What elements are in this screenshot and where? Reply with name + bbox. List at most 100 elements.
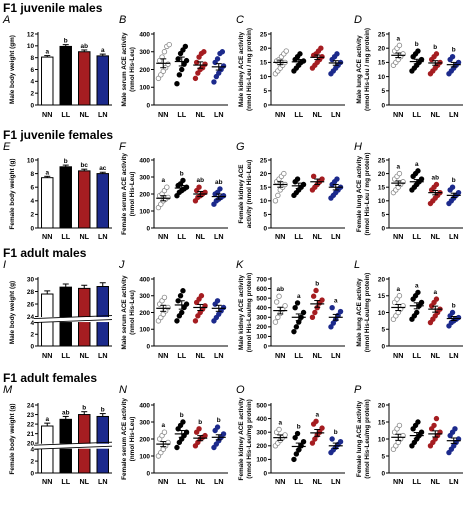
y-axis-label-units: (nmol His-Leu / mg protein) bbox=[364, 152, 371, 235]
y-axis-label-units: (nmol His-Leu / mg protein) bbox=[246, 28, 253, 111]
x-category-label: NN bbox=[42, 110, 52, 119]
y-tick-label: 4 bbox=[30, 79, 34, 86]
data-point bbox=[155, 75, 162, 82]
y-axis-label: Male body weight (g) bbox=[9, 281, 16, 344]
data-point bbox=[214, 424, 221, 430]
y-axis-label: Male lung ACE activity bbox=[356, 35, 363, 104]
significance-label: b bbox=[180, 412, 184, 419]
data-point bbox=[449, 54, 456, 60]
data-point bbox=[272, 319, 279, 325]
significance-label: a bbox=[334, 298, 338, 305]
y-tick-label: 5 bbox=[263, 88, 267, 95]
bar bbox=[96, 173, 109, 229]
x-category-label: LL bbox=[61, 110, 70, 119]
y-tick-label: 100 bbox=[139, 453, 150, 460]
y-tick-label: 400 bbox=[139, 402, 150, 409]
x-category-label: LN bbox=[449, 351, 459, 360]
data-point bbox=[174, 80, 180, 87]
significance-label: a bbox=[315, 411, 319, 418]
y-axis-label: Male body weight (gm) bbox=[9, 35, 16, 104]
y-tick-label: 15 bbox=[378, 60, 386, 67]
data-point bbox=[180, 47, 186, 53]
data-point bbox=[220, 431, 227, 437]
data-point bbox=[396, 422, 403, 429]
section-title-adult-males: F1 adult males bbox=[3, 246, 87, 260]
x-category-label: NL bbox=[312, 351, 322, 360]
y-tick-label: 100 bbox=[139, 208, 150, 215]
significance-label: b bbox=[334, 429, 338, 436]
y-tick-label: 200 bbox=[256, 324, 267, 331]
y-tick-label: 0 bbox=[30, 225, 34, 232]
significance-label: b bbox=[180, 170, 184, 177]
y-tick-label: 500 bbox=[256, 295, 267, 302]
y-tick-label: 15 bbox=[378, 293, 386, 300]
y-tick-label: 0 bbox=[381, 225, 385, 232]
y-tick-label: 0 bbox=[146, 343, 150, 350]
panel-letter: O bbox=[236, 384, 245, 396]
y-tick-label: 25 bbox=[378, 31, 386, 38]
significance-label: a bbox=[278, 419, 282, 426]
y-tick-label: 300 bbox=[256, 315, 267, 322]
data-point bbox=[313, 418, 319, 425]
significance-label: a bbox=[101, 47, 105, 54]
panel-letter: L bbox=[354, 259, 360, 271]
y-axis-label-units: (nmol His-Leu / mg protein) bbox=[364, 28, 371, 111]
y-tick-label: 5 bbox=[381, 212, 385, 219]
x-category-label: LN bbox=[214, 110, 224, 119]
data-point bbox=[216, 70, 222, 76]
y-tick-label: 24 bbox=[27, 402, 35, 409]
axis-break bbox=[34, 317, 114, 323]
y-tick-label: 20 bbox=[378, 402, 386, 409]
y-tick-label: 20 bbox=[260, 171, 268, 178]
y-axis-label-units: (nmol His-Leu/mg protein) bbox=[364, 399, 371, 479]
data-point bbox=[455, 314, 462, 321]
data-point bbox=[449, 309, 456, 316]
x-category-label: LN bbox=[331, 110, 341, 119]
data-point bbox=[275, 192, 281, 199]
data-point bbox=[282, 432, 288, 438]
x-category-label: NL bbox=[430, 351, 440, 360]
y-tick-label: 5 bbox=[381, 327, 385, 334]
panel-letter: B bbox=[119, 14, 126, 26]
x-category-label: NL bbox=[195, 110, 205, 119]
y-axis-label: Male lung ACE activity bbox=[356, 278, 363, 347]
data-point bbox=[161, 429, 168, 435]
y-tick-label: 100 bbox=[256, 334, 267, 341]
x-category-label: NN bbox=[275, 351, 285, 360]
data-point bbox=[165, 61, 171, 67]
x-category-label: LN bbox=[98, 477, 108, 486]
y-tick-label: 300 bbox=[139, 49, 150, 56]
data-point bbox=[415, 48, 421, 54]
y-tick-label: 8 bbox=[30, 171, 34, 178]
x-category-label: NL bbox=[312, 232, 322, 241]
data-point bbox=[293, 451, 300, 457]
y-tick-label: 0 bbox=[146, 102, 150, 109]
significance-label: ab bbox=[197, 177, 205, 184]
x-category-label: NN bbox=[158, 351, 168, 360]
x-category-label: NL bbox=[79, 110, 89, 119]
data-point bbox=[455, 59, 462, 66]
y-tick-label: 0 bbox=[146, 470, 150, 477]
y-tick-label: 700 bbox=[256, 276, 267, 283]
y-tick-label: 0 bbox=[30, 343, 34, 350]
y-tick-label: 25 bbox=[378, 157, 386, 164]
data-point bbox=[214, 56, 221, 62]
y-tick-label: 200 bbox=[139, 67, 150, 74]
data-point bbox=[174, 318, 180, 324]
y-tick-label: 200 bbox=[139, 191, 150, 198]
panel-h: H Female lung ACE activity (nmol His-Leu /… bbox=[354, 141, 463, 241]
y-tick-label: 20 bbox=[260, 46, 268, 53]
y-tick-label: 400 bbox=[256, 305, 267, 312]
data-point bbox=[292, 305, 298, 311]
x-category-label: LN bbox=[214, 351, 224, 360]
y-tick-label: 400 bbox=[139, 157, 150, 164]
data-point bbox=[213, 73, 220, 80]
y-tick-label: 0 bbox=[381, 470, 385, 477]
bar bbox=[59, 45, 72, 106]
y-tick-label: 10 bbox=[27, 43, 35, 50]
significance-label: ab bbox=[215, 179, 223, 186]
